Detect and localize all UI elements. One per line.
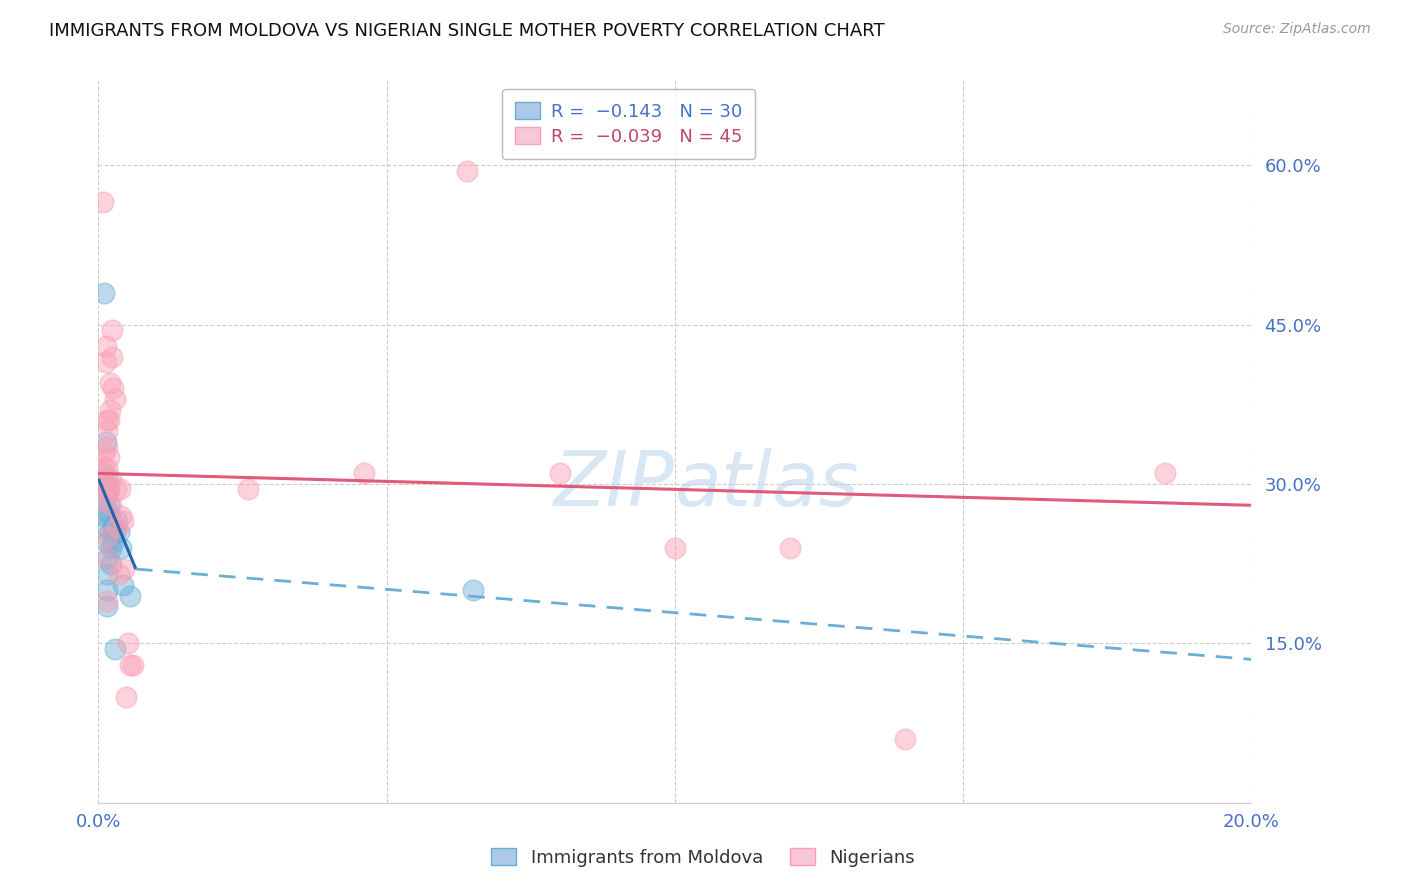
Point [120, 589, 142, 603]
Point [353, 467, 375, 481]
Point [96, 594, 118, 608]
Point [103, 524, 125, 539]
Point [101, 519, 124, 533]
Point [97, 483, 120, 497]
Point [111, 514, 134, 528]
Point [103, 641, 125, 656]
Point [101, 323, 124, 337]
Legend: Immigrants from Moldova, Nigerians: Immigrants from Moldova, Nigerians [484, 841, 922, 874]
Point [101, 535, 124, 549]
Point [98, 508, 121, 523]
Point [779, 541, 801, 555]
Point [96, 488, 118, 502]
Point [93, 472, 115, 486]
Text: ZIP: ZIP [554, 448, 675, 522]
Point [96, 483, 118, 497]
Point [110, 483, 132, 497]
Point [107, 567, 129, 582]
Point [91, 195, 114, 210]
Point [548, 467, 571, 481]
Point [101, 350, 124, 364]
Text: Source: ZipAtlas.com: Source: ZipAtlas.com [1223, 22, 1371, 37]
Text: atlas: atlas [675, 448, 859, 522]
Point [105, 519, 128, 533]
Point [100, 541, 122, 555]
Point [103, 392, 125, 406]
Point [1154, 467, 1177, 481]
Point [664, 541, 686, 555]
Point [96, 535, 118, 549]
Point [100, 498, 122, 512]
Point [96, 530, 118, 544]
Point [96, 461, 118, 475]
Point [98, 402, 121, 417]
Point [110, 508, 132, 523]
Point [94, 355, 117, 369]
Point [112, 562, 135, 576]
Point [111, 578, 134, 592]
Point [96, 503, 118, 517]
Point [100, 557, 122, 571]
Point [117, 636, 139, 650]
Point [97, 450, 120, 465]
Point [96, 551, 118, 566]
Point [120, 657, 142, 672]
Point [93, 493, 115, 508]
Point [93, 285, 115, 300]
Point [96, 424, 118, 438]
Point [93, 483, 115, 497]
Point [104, 483, 127, 497]
Point [91, 467, 114, 481]
Point [93, 461, 115, 475]
Point [456, 163, 478, 178]
Point [103, 381, 125, 395]
Point [110, 541, 132, 555]
Point [98, 376, 121, 390]
Point [94, 508, 117, 523]
Point [91, 483, 114, 497]
Text: IMMIGRANTS FROM MOLDOVA VS NIGERIAN SINGLE MOTHER POVERTY CORRELATION CHART: IMMIGRANTS FROM MOLDOVA VS NIGERIAN SING… [49, 22, 884, 40]
Point [461, 583, 484, 598]
Point [894, 732, 917, 747]
Point [96, 472, 118, 486]
Point [94, 339, 117, 353]
Point [93, 445, 115, 459]
Point [107, 524, 129, 539]
Point [96, 583, 118, 598]
Point [94, 434, 117, 449]
Point [97, 413, 120, 427]
Legend: R =  −0.143   N = 30, R =  −0.039   N = 45: R = −0.143 N = 30, R = −0.039 N = 45 [502, 89, 755, 159]
Point [122, 657, 145, 672]
Point [105, 514, 128, 528]
Point [96, 599, 118, 614]
Point [97, 498, 120, 512]
Point [96, 551, 118, 566]
Point [96, 519, 118, 533]
Point [238, 483, 260, 497]
Point [96, 440, 118, 454]
Point [96, 413, 118, 427]
Point [100, 472, 122, 486]
Point [98, 524, 121, 539]
Point [115, 690, 138, 704]
Point [96, 567, 118, 582]
